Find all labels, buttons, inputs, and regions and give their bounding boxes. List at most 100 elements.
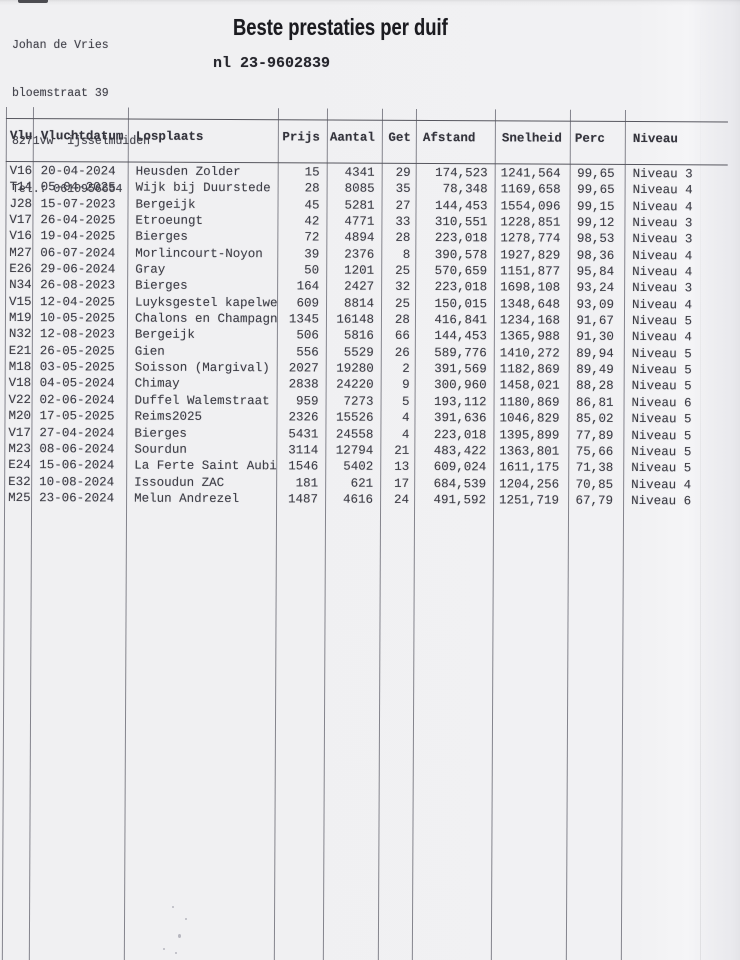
table-cell: 50 — [304, 263, 320, 278]
table-header-row: Vlu Vluchtdatum Losplaats Prijs Aantal G… — [6, 118, 728, 165]
table-cell: Niveau 5 — [631, 428, 692, 443]
table-cell: 15-07-2023 — [40, 196, 116, 212]
table-cell: 89,94 — [576, 346, 614, 361]
table-cell: 1410,272 — [499, 346, 560, 361]
table-cell: 506 — [296, 328, 319, 343]
table-cell: 26-04-2025 — [40, 213, 116, 228]
sender-city: 8271vw ijsselmuiden — [12, 135, 151, 148]
table-cell: 223,018 — [434, 231, 488, 246]
table-cell: 16148 — [336, 312, 374, 327]
table-cell: 88,28 — [576, 379, 614, 394]
table-cell: 45 — [304, 198, 320, 213]
sender-phone: Tel.: 0610956654 — [12, 183, 123, 196]
table-cell: Niveau 4 — [632, 199, 693, 214]
table-cell: M23 — [8, 441, 31, 456]
table-cell: 02-06-2024 — [39, 392, 115, 408]
table-cell: Bergeijk — [135, 197, 196, 212]
table-cell: Bierges — [135, 278, 188, 294]
table-cell: Morlincourt-Noyon — [135, 246, 263, 261]
table-cell: 26-05-2025 — [39, 343, 115, 359]
table-cell: Heusden Zolder — [135, 164, 241, 180]
table-cell: 390,578 — [434, 247, 488, 263]
table-cell: 1201 — [344, 263, 375, 278]
page-title: Beste prestaties per duif — [233, 14, 448, 40]
table-cell: Wijk bij Duurstede — [135, 180, 271, 196]
table-cell: 9 — [402, 378, 410, 393]
table-cell: 5431 — [288, 426, 319, 441]
table-cell: 72 — [304, 230, 320, 245]
table-cell: 1234,168 — [499, 313, 560, 328]
table-cell: 32 — [395, 280, 411, 295]
table-cell: Reims2025 — [134, 409, 203, 425]
table-cell: 77,89 — [575, 428, 614, 443]
paper-crease — [700, 0, 701, 960]
table-cell: M20 — [8, 409, 32, 424]
pencil-speck — [163, 948, 165, 950]
table-cell: 12794 — [335, 443, 374, 458]
table-cell: 1487 — [288, 492, 319, 507]
column-header: Niveau — [632, 132, 678, 147]
table-cell: T14 — [9, 180, 33, 195]
table-cell: La Ferte Saint Aubin — [134, 458, 277, 474]
table-cell: 144,453 — [434, 198, 488, 213]
table-cell: 75,66 — [575, 444, 614, 459]
table-cell: 10-08-2024 — [39, 474, 115, 490]
table-cell: Niveau 5 — [631, 444, 692, 460]
table-cell: 1611,175 — [499, 460, 560, 475]
table-cell: 23-06-2024 — [39, 490, 115, 506]
table-cell: Niveau 3 — [632, 281, 693, 296]
table-cell: 29 — [395, 165, 411, 180]
table-cell: Luyksgestel kapelweg — [135, 295, 278, 311]
table-cell: Bierges — [134, 426, 187, 441]
table-cell: 1458,021 — [499, 378, 560, 394]
table-cell: 181 — [295, 475, 319, 491]
table-cell: 99,65 — [577, 183, 615, 198]
table-cell: 1251,719 — [499, 493, 560, 508]
table-cell: 1348,648 — [499, 297, 561, 312]
table-cell: 24 — [394, 492, 410, 507]
table-cell: V17 — [8, 425, 31, 440]
table-cell: 25 — [395, 263, 411, 278]
table-cell: 29-06-2024 — [40, 262, 116, 277]
table-cell: 12-04-2025 — [40, 294, 116, 310]
table-cell: Niveau 4 — [632, 265, 693, 280]
table-cell: M25 — [8, 490, 31, 505]
table-cell: Niveau 4 — [632, 183, 693, 198]
table-cell: V16 — [9, 163, 33, 179]
table-cell: 03-05-2025 — [39, 360, 115, 375]
sender-address-block: Johan de Vries bloemstraat 39 8271vw ijs… — [12, 6, 150, 230]
table-cell: V16 — [9, 229, 32, 244]
table-cell: 1046,829 — [499, 411, 560, 426]
sender-street: bloemstraat 39 — [12, 87, 109, 100]
table-cell: Niveau 4 — [631, 477, 692, 492]
table-cell: Niveau 4 — [632, 248, 693, 264]
table-cell: 19-04-2025 — [40, 229, 116, 244]
table-cell: 416,841 — [434, 313, 487, 328]
table-cell: 2376 — [344, 247, 375, 262]
table-cell: 7273 — [343, 394, 374, 409]
table-cell: 15526 — [335, 410, 374, 425]
table-cell: 28 — [304, 181, 320, 196]
table-cell: 12-08-2023 — [39, 327, 115, 342]
table-cell: Soisson (Margival) — [134, 360, 270, 376]
table-cell: Sourdun — [134, 442, 187, 457]
table-cell: Gray — [135, 262, 166, 277]
table-cell: 42 — [304, 214, 320, 229]
table-cell: Bergeijk — [134, 328, 195, 343]
table-cell: 1554,096 — [500, 199, 561, 214]
sender-name: Johan de Vries — [12, 39, 109, 52]
table-cell: 4894 — [344, 230, 375, 246]
table-cell: 1345 — [288, 312, 319, 327]
pencil-speck — [185, 918, 187, 920]
table-cell: 24558 — [335, 427, 374, 442]
table-cell: Chimay — [134, 377, 180, 392]
table-cell: 2326 — [288, 410, 319, 425]
table-cell: 27 — [395, 198, 411, 213]
table-cell: 27-04-2024 — [39, 425, 115, 440]
table-cell: E32 — [8, 474, 31, 489]
table-cell: 1151,877 — [500, 264, 561, 279]
column-header: Vlu — [9, 128, 33, 144]
table-cell: 150,015 — [434, 296, 488, 312]
table-cell: 1204,256 — [499, 476, 560, 492]
